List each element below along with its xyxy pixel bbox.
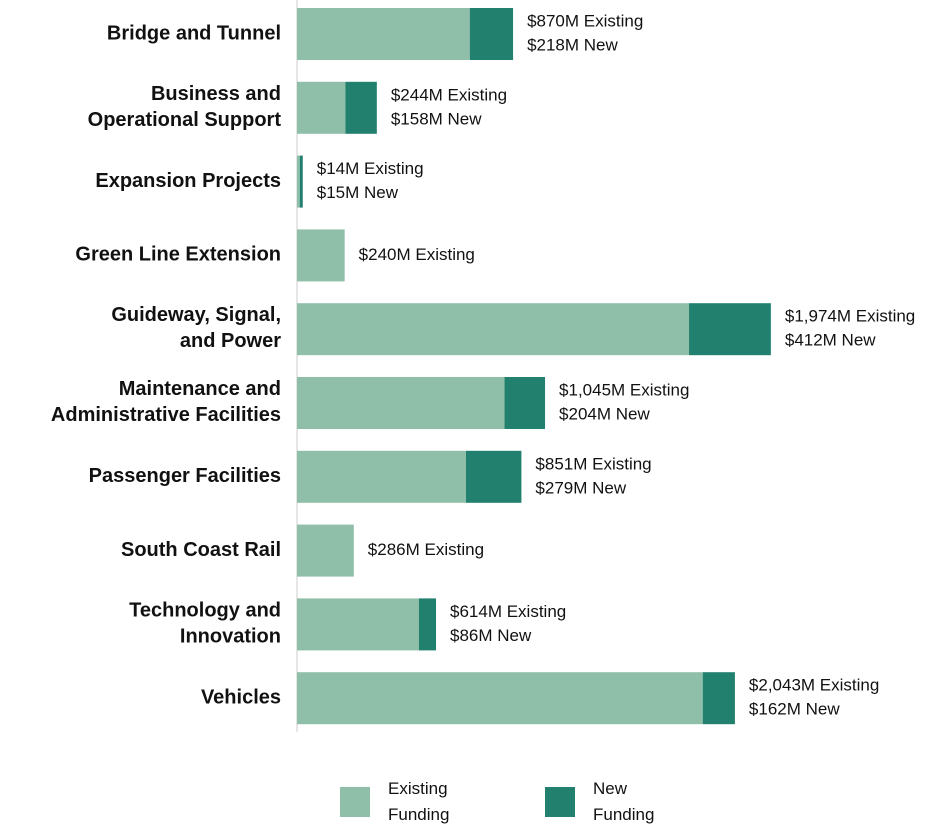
category-label: Vehicles [201, 686, 281, 708]
value-label: $412M New [785, 331, 876, 350]
bar-segment [702, 672, 735, 725]
value-label: $614M Existing [450, 602, 566, 621]
category-label: Bridge and Tunnel [107, 22, 281, 44]
value-label: $870M Existing [527, 11, 643, 30]
value-label: $1,045M Existing [559, 380, 689, 399]
value-label: $158M New [391, 109, 482, 128]
category-label: Business and Operational Support [88, 83, 282, 131]
value-label: $162M New [749, 700, 840, 719]
bar-segment [297, 155, 300, 208]
category-label: Guideway, Signal, and Power [111, 304, 281, 352]
legend-swatch [340, 787, 370, 817]
category-label: Passenger Facilities [89, 465, 281, 487]
bar-segment [689, 303, 771, 356]
value-label: $244M Existing [391, 85, 507, 104]
bar-segment [297, 524, 354, 577]
bar-segment [418, 598, 437, 651]
bar-segment [297, 81, 346, 134]
bar-segment [504, 377, 546, 429]
category-label: Maintenance and Administrative Facilities [51, 378, 281, 426]
category-label: Green Line Extension [75, 244, 281, 266]
value-label: $240M Existing [359, 245, 475, 264]
bar-segment [297, 450, 467, 503]
legend-swatch [545, 787, 575, 817]
bar-segment [297, 377, 505, 429]
value-label: $204M New [559, 404, 650, 423]
value-label: $279M New [535, 478, 626, 497]
bar-segment [299, 155, 303, 208]
value-label: $86M New [450, 626, 532, 645]
value-label: $851M Existing [535, 454, 651, 473]
value-label: $218M New [527, 35, 618, 54]
value-label: $2,043M Existing [749, 676, 879, 695]
value-label: $286M Existing [368, 540, 484, 559]
bar-segment [297, 303, 690, 356]
bar-segment [297, 8, 470, 60]
category-label: Expansion Projects [95, 170, 281, 192]
legend-label: New Funding [593, 779, 654, 824]
bar-segment [466, 450, 522, 503]
category-label: Technology and Innovation [129, 600, 281, 648]
bar-segment [345, 81, 377, 134]
legend-label: Existing Funding [388, 779, 449, 824]
value-label: $15M New [317, 183, 399, 202]
value-label: $1,974M Existing [785, 307, 915, 326]
bar-segment [297, 598, 419, 651]
category-label: South Coast Rail [121, 539, 281, 561]
bar-segment [297, 229, 345, 282]
bar-segment [297, 672, 703, 725]
bar-segment [469, 8, 514, 60]
value-label: $14M Existing [317, 159, 424, 178]
